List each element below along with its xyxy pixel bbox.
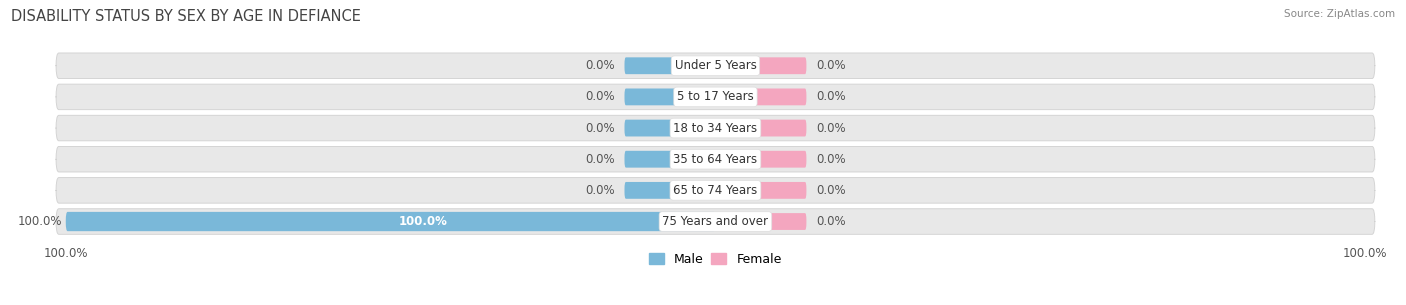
FancyBboxPatch shape <box>624 57 709 74</box>
FancyBboxPatch shape <box>721 213 807 230</box>
Text: Under 5 Years: Under 5 Years <box>675 59 756 72</box>
FancyBboxPatch shape <box>721 88 807 105</box>
Text: 35 to 64 Years: 35 to 64 Years <box>673 153 758 166</box>
Text: 0.0%: 0.0% <box>815 153 846 166</box>
Text: 0.0%: 0.0% <box>815 90 846 103</box>
FancyBboxPatch shape <box>624 88 709 105</box>
FancyBboxPatch shape <box>624 182 709 199</box>
Text: 0.0%: 0.0% <box>815 122 846 135</box>
Legend: Male, Female: Male, Female <box>644 248 787 271</box>
Text: 0.0%: 0.0% <box>585 90 614 103</box>
Text: 18 to 34 Years: 18 to 34 Years <box>673 122 758 135</box>
Text: DISABILITY STATUS BY SEX BY AGE IN DEFIANCE: DISABILITY STATUS BY SEX BY AGE IN DEFIA… <box>11 9 361 24</box>
Text: 65 to 74 Years: 65 to 74 Years <box>673 184 758 197</box>
FancyBboxPatch shape <box>56 178 1375 203</box>
Text: 0.0%: 0.0% <box>815 59 846 72</box>
Text: 0.0%: 0.0% <box>585 59 614 72</box>
FancyBboxPatch shape <box>624 213 709 230</box>
Text: Source: ZipAtlas.com: Source: ZipAtlas.com <box>1284 9 1395 19</box>
FancyBboxPatch shape <box>721 120 807 136</box>
Text: 0.0%: 0.0% <box>585 122 614 135</box>
Text: 100.0%: 100.0% <box>399 215 447 228</box>
FancyBboxPatch shape <box>624 120 709 136</box>
FancyBboxPatch shape <box>66 212 716 231</box>
FancyBboxPatch shape <box>721 182 807 199</box>
FancyBboxPatch shape <box>56 53 1375 78</box>
FancyBboxPatch shape <box>721 57 807 74</box>
FancyBboxPatch shape <box>56 84 1375 110</box>
Text: 0.0%: 0.0% <box>815 215 846 228</box>
FancyBboxPatch shape <box>624 151 709 168</box>
FancyBboxPatch shape <box>721 151 807 168</box>
FancyBboxPatch shape <box>56 209 1375 234</box>
Text: 5 to 17 Years: 5 to 17 Years <box>678 90 754 103</box>
Text: 75 Years and over: 75 Years and over <box>662 215 769 228</box>
Text: 100.0%: 100.0% <box>18 215 62 228</box>
FancyBboxPatch shape <box>56 146 1375 172</box>
FancyBboxPatch shape <box>56 115 1375 141</box>
Text: 0.0%: 0.0% <box>585 184 614 197</box>
Text: 0.0%: 0.0% <box>585 153 614 166</box>
Text: 0.0%: 0.0% <box>815 184 846 197</box>
